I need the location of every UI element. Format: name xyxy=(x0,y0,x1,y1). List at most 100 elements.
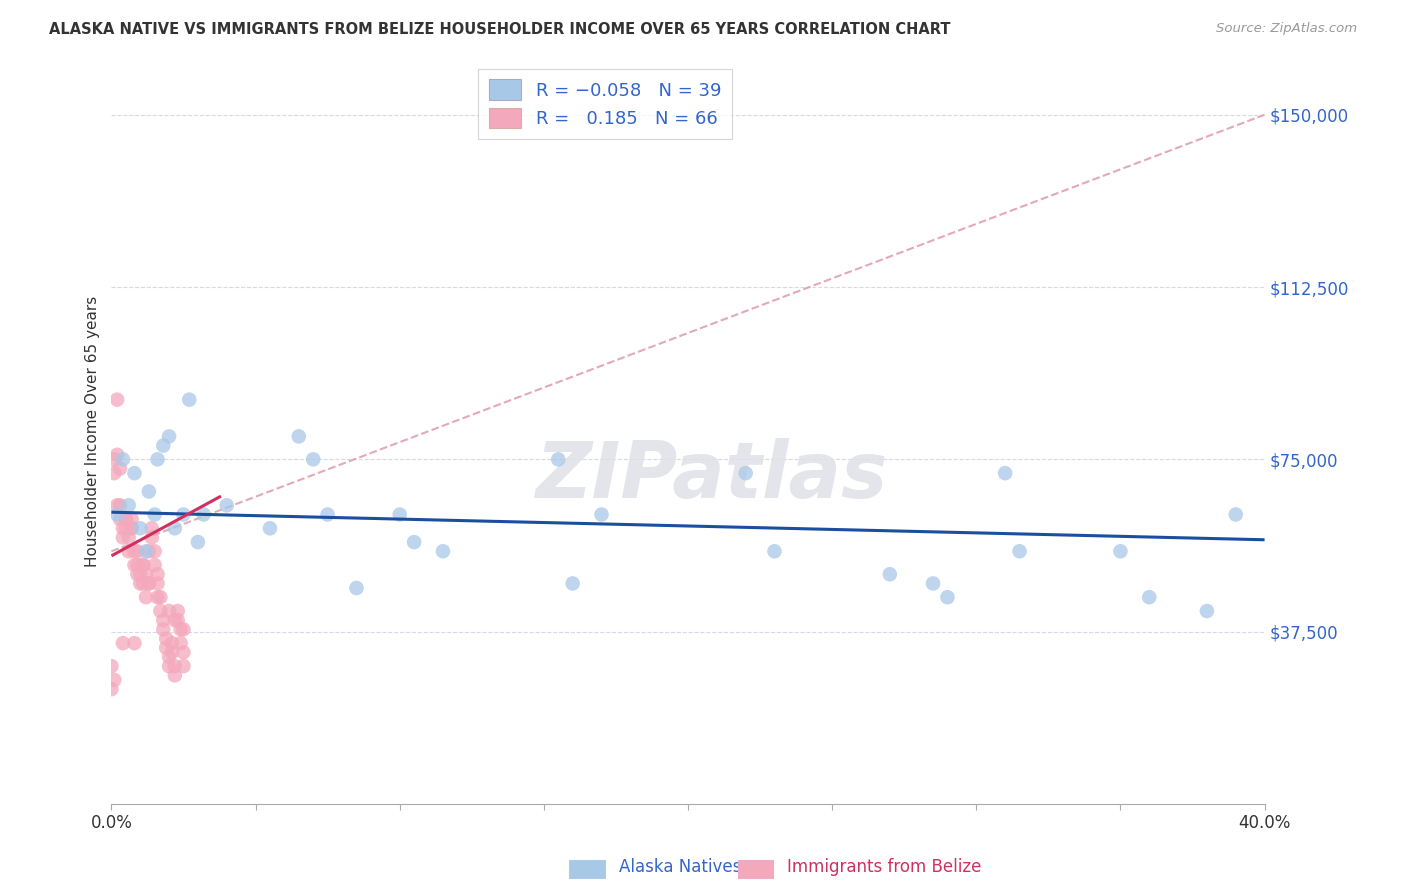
Point xyxy=(149,591,172,605)
Point xyxy=(124,558,146,572)
Point xyxy=(1195,604,1218,618)
Point xyxy=(763,544,786,558)
Point xyxy=(127,567,149,582)
Point xyxy=(936,591,959,605)
Point xyxy=(432,544,454,558)
Point xyxy=(316,508,339,522)
Point xyxy=(108,498,131,512)
Point xyxy=(111,452,134,467)
Text: ALASKA NATIVE VS IMMIGRANTS FROM BELIZE HOUSEHOLDER INCOME OVER 65 YEARS CORRELA: ALASKA NATIVE VS IMMIGRANTS FROM BELIZE … xyxy=(49,22,950,37)
Point xyxy=(105,498,128,512)
Point xyxy=(152,613,174,627)
Point xyxy=(143,508,166,522)
Point xyxy=(259,521,281,535)
Point xyxy=(163,613,186,627)
Point xyxy=(922,576,945,591)
Point xyxy=(734,466,756,480)
Text: Immigrants from Belize: Immigrants from Belize xyxy=(787,858,981,876)
Point xyxy=(135,567,157,582)
Legend: R = −0.058   N = 39, R =   0.185   N = 66: R = −0.058 N = 39, R = 0.185 N = 66 xyxy=(478,69,733,139)
Point xyxy=(143,544,166,558)
Point xyxy=(879,567,901,582)
Point xyxy=(152,439,174,453)
Point xyxy=(152,623,174,637)
Point xyxy=(1109,544,1132,558)
Point xyxy=(346,581,368,595)
Point xyxy=(388,508,411,522)
Point xyxy=(163,659,186,673)
Point xyxy=(111,521,134,535)
Point xyxy=(108,512,131,526)
Point xyxy=(121,512,143,526)
Point xyxy=(132,558,155,572)
Point xyxy=(114,521,136,535)
Point xyxy=(157,649,180,664)
Point xyxy=(118,544,141,558)
Point xyxy=(157,429,180,443)
Point xyxy=(157,659,180,673)
Point xyxy=(155,640,177,655)
Point xyxy=(1225,508,1247,522)
Point xyxy=(129,576,152,591)
Point xyxy=(138,576,160,591)
Point xyxy=(138,576,160,591)
Point xyxy=(155,632,177,646)
Point xyxy=(129,521,152,535)
Point xyxy=(108,461,131,475)
Point xyxy=(591,508,613,522)
Point xyxy=(127,544,149,558)
Point xyxy=(132,576,155,591)
Point xyxy=(100,659,122,673)
Point xyxy=(173,645,195,659)
Point xyxy=(114,512,136,526)
Point xyxy=(1137,591,1160,605)
Point xyxy=(288,429,311,443)
Point xyxy=(994,466,1017,480)
Point xyxy=(121,521,143,535)
Point xyxy=(100,682,122,697)
Point xyxy=(160,645,183,659)
Point xyxy=(124,544,146,558)
Point xyxy=(146,591,169,605)
Text: Source: ZipAtlas.com: Source: ZipAtlas.com xyxy=(1216,22,1357,36)
Point xyxy=(215,498,238,512)
Point xyxy=(173,508,195,522)
Point xyxy=(129,567,152,582)
Point xyxy=(118,498,141,512)
Point xyxy=(141,521,163,535)
Point xyxy=(169,636,191,650)
Point xyxy=(193,508,215,522)
Point xyxy=(157,604,180,618)
Point xyxy=(124,466,146,480)
Point xyxy=(135,591,157,605)
Point xyxy=(138,544,160,558)
Point xyxy=(169,623,191,637)
Point xyxy=(143,558,166,572)
Point xyxy=(187,535,209,549)
Point xyxy=(173,659,195,673)
Point xyxy=(138,484,160,499)
Point xyxy=(141,531,163,545)
Point xyxy=(114,512,136,526)
Point xyxy=(127,558,149,572)
Point xyxy=(111,636,134,650)
Point xyxy=(160,636,183,650)
Point xyxy=(149,604,172,618)
Point xyxy=(103,452,125,467)
Point xyxy=(146,576,169,591)
Point xyxy=(173,623,195,637)
Point xyxy=(111,531,134,545)
Y-axis label: Householder Income Over 65 years: Householder Income Over 65 years xyxy=(86,296,100,567)
Text: Alaska Natives: Alaska Natives xyxy=(619,858,741,876)
Point xyxy=(146,452,169,467)
Point xyxy=(118,531,141,545)
Point xyxy=(404,535,426,549)
Point xyxy=(146,567,169,582)
Point xyxy=(121,521,143,535)
Point xyxy=(163,668,186,682)
Point xyxy=(132,558,155,572)
Point xyxy=(561,576,583,591)
Point xyxy=(179,392,201,407)
Point xyxy=(124,636,146,650)
Point xyxy=(163,521,186,535)
